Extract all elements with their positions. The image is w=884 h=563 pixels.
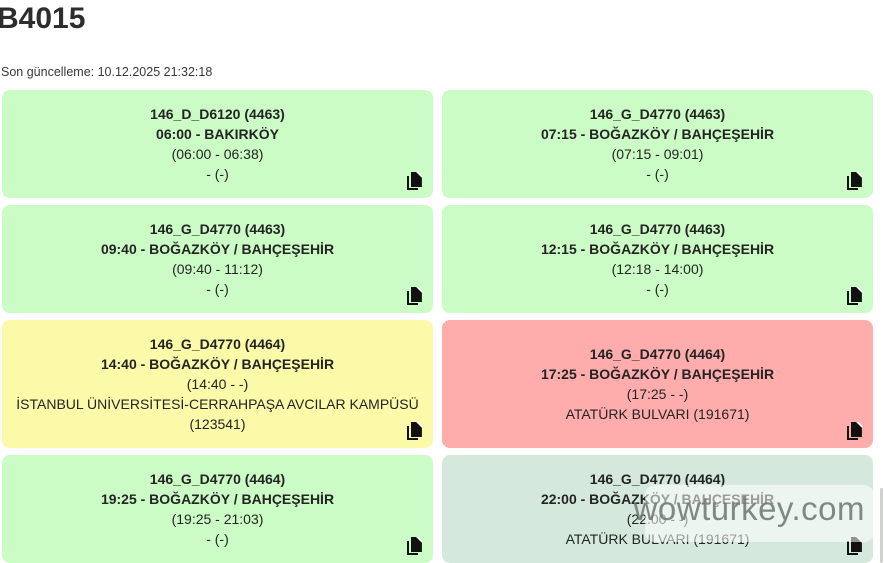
trip-line: - (-): [206, 531, 229, 547]
trip-line: 06:00 - BAKIRKÖY: [156, 126, 279, 142]
trip-line: 146_G_D4770 (4463): [589, 221, 726, 237]
trip-line: 146_D_D6120 (4463): [150, 106, 285, 122]
trip-card: 146_G_D4770 (4463) 09:40 - BOĞAZKÖY / BAH…: [2, 205, 433, 313]
last-update-text: Son güncelleme: 10.12.2025 21:32:18: [1, 65, 213, 79]
trip-line: (06:00 - 06:38): [171, 146, 264, 162]
trip-line: - (-): [646, 281, 669, 297]
copy-icon[interactable]: [405, 287, 423, 305]
trip-card: 146_G_D4770 (4463) 07:15 - BOĞAZKÖY / BAH…: [442, 90, 873, 198]
trip-line: (12:18 - 14:00): [611, 261, 704, 277]
trip-line: - (-): [206, 281, 229, 297]
trip-line: (09:40 - 11:12): [172, 261, 263, 277]
trip-line: 146_G_D4770 (4463): [589, 106, 726, 122]
trip-line: 19:25 - BOĞAZKÖY / BAHÇEŞEHİR: [100, 491, 335, 507]
trip-line: (14:40 - -): [186, 376, 249, 392]
trip-line: 07:15 - BOĞAZKÖY / BAHÇEŞEHİR: [540, 126, 775, 142]
trip-card: 146_G_D4770 (4464) 14:40 - BOĞAZKÖY / BAH…: [2, 320, 433, 448]
trip-line: (07:15 - 09:01): [611, 146, 704, 162]
copy-icon[interactable]: [845, 422, 863, 440]
trip-line: (123541): [189, 416, 246, 432]
trip-line: 146_G_D4770 (4464): [589, 346, 726, 362]
trip-line: 146_G_D4770 (4463): [149, 221, 286, 237]
copy-icon[interactable]: [405, 172, 423, 190]
watermark-box: [645, 485, 874, 542]
watermark-text: wowturkey.com: [633, 490, 865, 527]
trip-card: 146_G_D4770 (4464) 17:25 - BOĞAZKÖY / BAH…: [442, 320, 873, 448]
trip-line: 14:40 - BOĞAZKÖY / BAHÇEŞEHİR: [100, 356, 335, 372]
scrollbar-thumb[interactable]: [880, 488, 883, 563]
trip-line: - (-): [646, 166, 669, 182]
page-title: B4015: [0, 2, 86, 35]
trip-line: 09:40 - BOĞAZKÖY / BAHÇEŞEHİR: [100, 241, 335, 257]
trip-line: (17:25 - -): [626, 386, 689, 402]
trip-line: 146_G_D4770 (4464): [589, 471, 726, 487]
trip-card: 146_G_D4770 (4464) 19:25 - BOĞAZKÖY / BAH…: [2, 455, 433, 563]
copy-icon[interactable]: [845, 287, 863, 305]
trip-grid: 146_D_D6120 (4463) 06:00 - BAKIRKÖY (06:00…: [2, 90, 874, 563]
trip-line: 146_G_D4770 (4464): [149, 471, 286, 487]
copy-icon[interactable]: [405, 422, 423, 440]
trip-line: ATATÜRK BULVARI (191671): [565, 406, 750, 422]
copy-icon[interactable]: [405, 537, 423, 555]
trip-card: 146_D_D6120 (4463) 06:00 - BAKIRKÖY (06:00…: [2, 90, 433, 198]
trip-line: İSTANBUL ÜNİVERSİTESİ-CERRAHPAŞA AVCILAR…: [16, 396, 419, 412]
trip-line: 12:15 - BOĞAZKÖY / BAHÇEŞEHİR: [540, 241, 775, 257]
trip-line: 146_G_D4770 (4464): [149, 336, 286, 352]
copy-icon[interactable]: [845, 172, 863, 190]
trip-line: 17:25 - BOĞAZKÖY / BAHÇEŞEHİR: [540, 366, 775, 382]
trip-card: 146_G_D4770 (4464)22:00 - BOĞAZKÖY / BAH…: [442, 455, 874, 563]
trip-card: 146_G_D4770 (4463) 12:15 - BOĞAZKÖY / BAH…: [442, 205, 873, 313]
trip-line: - (-): [206, 166, 229, 182]
trip-line: (19:25 - 21:03): [171, 511, 264, 527]
